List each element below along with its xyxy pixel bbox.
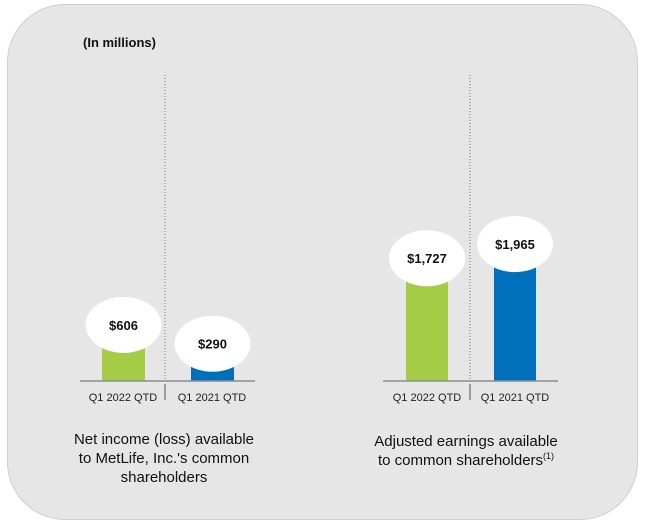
chart-2-bar-1 [406, 278, 448, 381]
footnote-marker: (1) [543, 451, 555, 461]
chart-1-caption-line-3: shareholders [120, 469, 208, 486]
chart-2-tick-label-2: Q1 2021 QTD [481, 392, 550, 404]
chart-1-tick-label-2: Q1 2021 QTD [178, 392, 247, 404]
chart-2-caption-line-2-text: to common shareholders [377, 452, 544, 469]
chart-2-data-label-bubble-1 [389, 230, 465, 287]
units-label: (In millions) [83, 35, 156, 50]
chart-2-data-label-1: $1,727 [407, 251, 447, 266]
chart-1-caption: Net income (loss) available to MetLife, … [34, 430, 294, 487]
chart-2-data-label-bubble-2 [477, 216, 553, 273]
chart-2-tick-label-1: Q1 2022 QTD [393, 392, 462, 404]
chart-1-data-label-2: $290 [198, 337, 227, 352]
chart-1-data-label-1: $606 [109, 318, 138, 333]
chart-2-data-label-2: $1,965 [495, 237, 535, 252]
chart-1-data-label-bubble-1 [85, 296, 162, 353]
chart-1-tick-label-1: Q1 2022 QTD [89, 392, 158, 404]
chart-1-data-label-bubble-2 [174, 315, 251, 372]
chart-1-caption-line-2: to MetLife, Inc.'s common [78, 450, 250, 467]
chart-1-caption-line-1: Net income (loss) available [73, 431, 255, 448]
chart-2-bar-2 [494, 264, 536, 381]
chart-2-caption-line-1: Adjusted earnings available [374, 433, 558, 450]
chart-2-caption: Adjusted earnings available to common sh… [336, 432, 596, 470]
chart-2-caption-line-2: to common shareholders(1) [336, 451, 596, 470]
